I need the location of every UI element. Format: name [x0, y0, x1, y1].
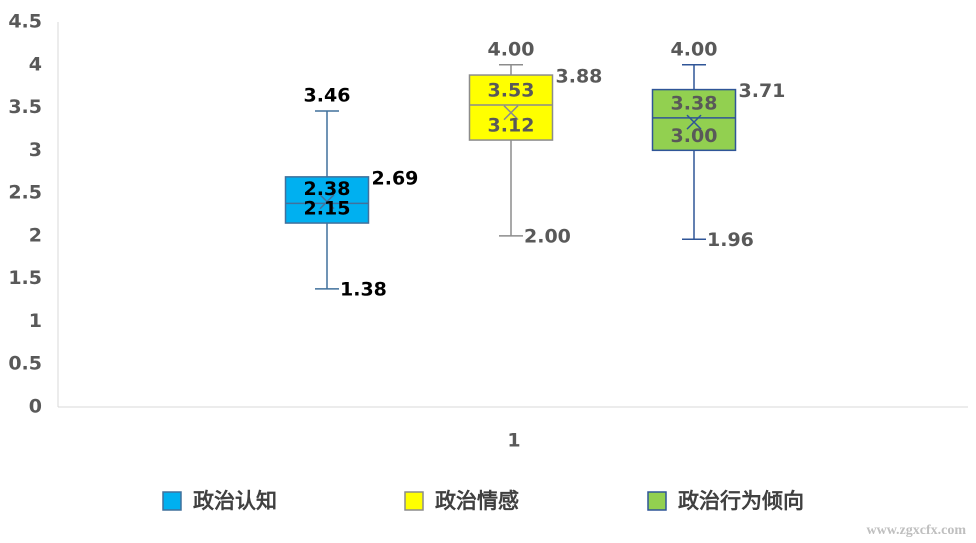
y-tick-label: 0	[29, 396, 42, 418]
legend-label: 政治情感	[435, 489, 519, 513]
data-label: 1.96	[707, 229, 754, 251]
data-label: 3.71	[739, 80, 786, 102]
data-label: 2.00	[524, 225, 571, 247]
y-tick-label: 1	[29, 310, 42, 332]
box	[468, 74, 554, 141]
mean-marker	[319, 194, 335, 210]
box	[284, 176, 370, 224]
data-label: 4.00	[488, 38, 535, 60]
data-label: 3.38	[671, 92, 718, 114]
mean-marker	[503, 105, 519, 121]
y-tick-label: 4	[29, 53, 42, 75]
y-tick-label: 3.5	[8, 96, 42, 118]
y-tick-label: 3	[29, 139, 42, 161]
data-label: 3.12	[488, 115, 535, 137]
data-label: 3.46	[304, 84, 351, 106]
legend-swatch	[647, 491, 667, 511]
box	[651, 88, 737, 152]
legend-swatch	[404, 491, 424, 511]
x-tick-label: 1	[507, 430, 520, 452]
y-tick-label: 2	[29, 224, 42, 246]
data-label: 1.38	[340, 278, 387, 300]
data-label: 3.88	[556, 66, 603, 88]
legend-label: 政治认知	[193, 489, 277, 513]
y-tick-label: 2.5	[8, 182, 42, 204]
data-label: 4.00	[671, 38, 718, 60]
legend-swatch	[162, 491, 182, 511]
mean-marker	[686, 114, 702, 130]
data-label: 2.15	[304, 198, 351, 220]
legend-label: 政治行为倾向	[678, 489, 804, 513]
y-tick-label: 0.5	[8, 353, 42, 375]
data-label: 3.53	[488, 79, 535, 101]
data-label: 2.69	[372, 167, 419, 189]
watermark: www.zgxcfx.com	[866, 523, 966, 538]
y-tick-label: 4.5	[8, 11, 42, 33]
data-label: 2.38	[304, 178, 351, 200]
data-label: 3.00	[671, 125, 718, 147]
y-tick-label: 1.5	[8, 267, 42, 289]
